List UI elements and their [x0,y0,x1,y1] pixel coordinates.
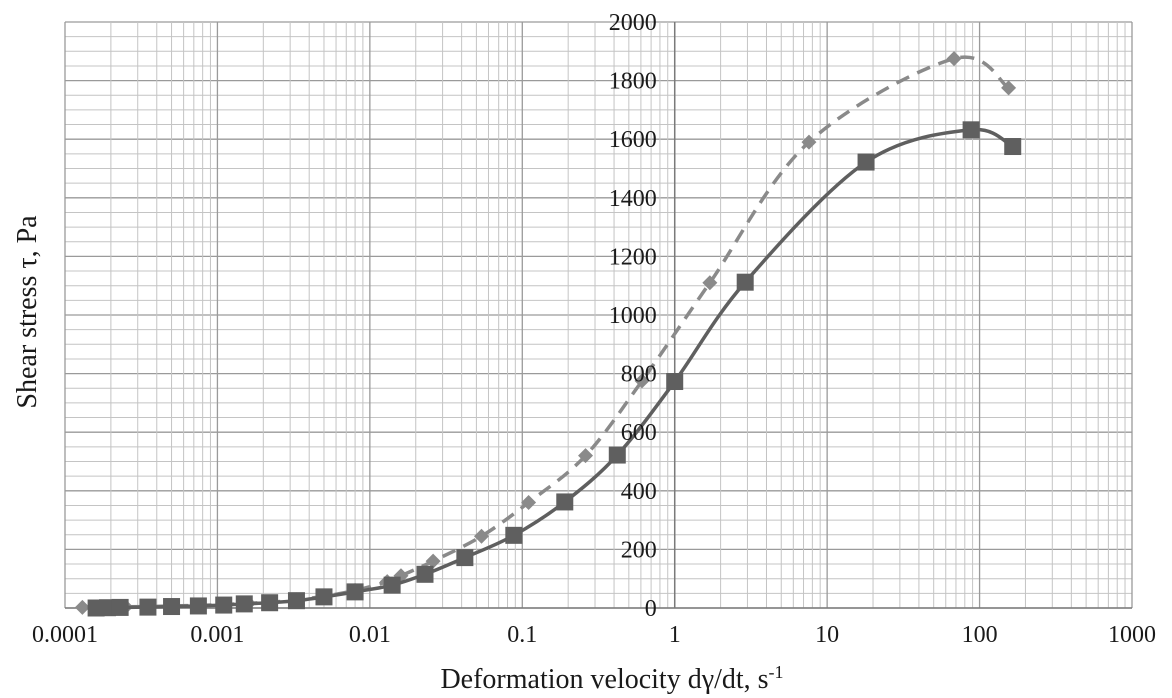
y-tick-label: 1800 [609,69,657,95]
y-tick-label: 600 [621,420,657,446]
series-1-point [189,597,207,615]
series-1-point [456,549,474,567]
y-tick-label: 200 [621,537,657,563]
y-tick-label: 0 [645,596,657,622]
series-1-point [383,576,401,594]
x-tick-label: 0.01 [349,622,391,648]
grid [64,21,1133,609]
x-tick-label: 10 [815,622,839,648]
x-axis-title-superscript: -1 [769,662,784,682]
x-tick-label: 0.001 [190,622,244,648]
x-tick-label: 0.0001 [32,622,98,648]
x-tick-label: 1 [669,622,681,648]
series-1-point [608,446,626,464]
series-1-point [666,373,684,391]
series-2-point [74,599,90,615]
series-2-point [801,134,817,150]
series-2 [74,51,1017,615]
series-1 [87,121,1022,617]
series-1-point [505,526,523,544]
series-2-point [425,553,441,569]
series-1-point [1004,138,1022,156]
series-1-point [857,153,875,171]
series-1-point [315,588,333,606]
series-1-point [962,121,980,139]
series-layer [74,51,1022,617]
series-2-point [521,495,537,511]
series-2-point [1001,80,1017,96]
y-tick-label: 1200 [609,244,657,270]
series-2-point [473,528,489,544]
y-tick-label: 1600 [609,127,657,153]
x-tick-label: 100 [962,622,998,648]
tick-labels: 0.0001 0.001 0.01 0.1 1 10 100 1000 0 200 400 600 80… [32,10,1156,648]
series-1-point [215,596,233,614]
series-2-point [634,373,650,389]
x-axis-title-main: Deformation velocity dγ/dt, s [440,664,768,695]
series-1-point [261,594,279,612]
x-tick-label: 0.1 [507,622,537,648]
series-2-point [578,448,594,464]
y-tick-label: 2000 [609,10,657,36]
y-tick-label: 1400 [609,186,657,212]
y-tick-label: 800 [621,362,657,388]
series-1-point [287,592,305,610]
y-tick-label: 1000 [609,303,657,329]
y-tick-label: 400 [621,479,657,505]
x-tick-label: 1000 [1108,622,1156,648]
y-axis-title: Shear stress τ, Pa [12,215,43,409]
series-1-point [346,583,364,601]
series-1-line [96,127,1014,610]
series-1-point [163,598,181,616]
series-2-point [702,275,718,291]
series-2-line [82,55,1010,610]
series-1-point [736,273,754,291]
series-1-point [111,598,129,616]
series-1-point [235,595,253,613]
series-1-point [139,598,157,616]
series-2-point [946,51,962,67]
series-1-point [556,493,574,511]
series-1-point [416,565,434,583]
x-axis-title: Deformation velocity dγ/dt, s-1 [440,662,783,695]
